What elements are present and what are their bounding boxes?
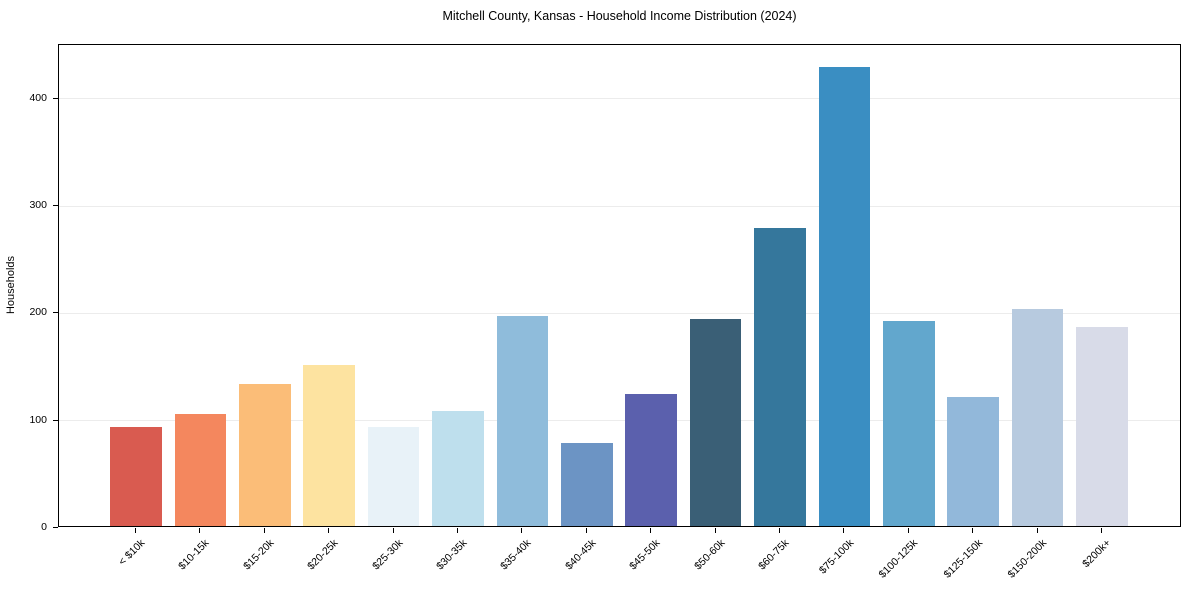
y-tick-label: 300 [29, 199, 47, 211]
x-tick-label-text: $35-40k [498, 537, 534, 573]
y-tick-mark [53, 97, 58, 99]
x-tick-mark [907, 528, 909, 533]
x-tick-label-text: $200k+ [1080, 537, 1114, 571]
y-tick-mark [53, 419, 58, 421]
bar-$15-20k [239, 384, 291, 526]
y-tick-label: 100 [29, 413, 47, 426]
bar-$25-30k [367, 427, 420, 526]
gridline [59, 420, 1180, 422]
gridline [59, 205, 1180, 207]
y-tick-mark [53, 312, 58, 314]
bar-$30-35k [432, 411, 484, 526]
x-tick-mark [328, 528, 330, 533]
x-tick-label-text: $60-75k [756, 537, 792, 573]
bar-$35-40k [496, 315, 549, 526]
bar-$10-15k [174, 414, 227, 526]
bar-$50-60k [689, 318, 742, 526]
x-tick-mark [1101, 528, 1102, 533]
bar-$60-75k [754, 227, 806, 526]
x-tick-mark [263, 528, 265, 533]
x-tick-label-text: $50-60k [691, 537, 728, 573]
bar-$125-150k [947, 397, 999, 526]
y-tick-label: 0 [41, 521, 47, 533]
bar-$200k+ [1076, 327, 1128, 526]
bar-< $10k [110, 427, 162, 526]
bar-$40-45k [561, 443, 613, 526]
x-tick-mark [135, 528, 136, 533]
x-tick-label-text: $45-50k [627, 537, 663, 573]
x-tick-mark [843, 528, 845, 533]
x-tick-label-text: $150-200k [1005, 537, 1050, 581]
bar-$45-50k [625, 393, 677, 526]
x-tick-label-text: $125-150k [941, 537, 985, 581]
x-tick-mark [199, 528, 201, 533]
plot-area [58, 44, 1181, 527]
x-tick-mark [1036, 528, 1038, 533]
gridline [59, 312, 1180, 314]
chart-title: Mitchell County, Kansas - Household Inco… [442, 9, 797, 23]
y-tick-label: 400 [29, 91, 47, 104]
y-tick-label: 200 [29, 306, 47, 319]
x-tick-mark [972, 528, 974, 533]
x-tick-mark [585, 528, 587, 533]
x-tick-label-text: $15-20k [240, 537, 277, 573]
x-tick-mark [392, 528, 394, 533]
gridline [59, 98, 1180, 100]
x-tick-mark [521, 528, 523, 533]
x-tick-label-text: $30-35k [434, 537, 470, 573]
x-tick-label-text: $100-125k [876, 537, 921, 581]
bar-$20-25k [303, 365, 355, 526]
y-tick-mark [53, 527, 58, 528]
bar-$150-200k [1011, 309, 1064, 526]
x-tick-mark [650, 528, 652, 533]
x-tick-mark [779, 528, 780, 533]
y-tick-mark [53, 205, 58, 206]
x-tick-label-text: $20-25k [305, 537, 341, 573]
x-tick-label-text: $25-30k [369, 537, 406, 573]
bar-$75-100k [818, 66, 871, 526]
x-tick-label-text: $40-45k [562, 537, 599, 573]
x-tick-label-text: $10-15k [176, 537, 212, 573]
x-tick-mark [457, 528, 458, 533]
x-tick-label-text: $75-100k [816, 537, 856, 577]
x-tick-mark [714, 528, 716, 533]
x-tick-label-text: < $10k [116, 537, 148, 568]
bar-$100-125k [883, 321, 935, 526]
